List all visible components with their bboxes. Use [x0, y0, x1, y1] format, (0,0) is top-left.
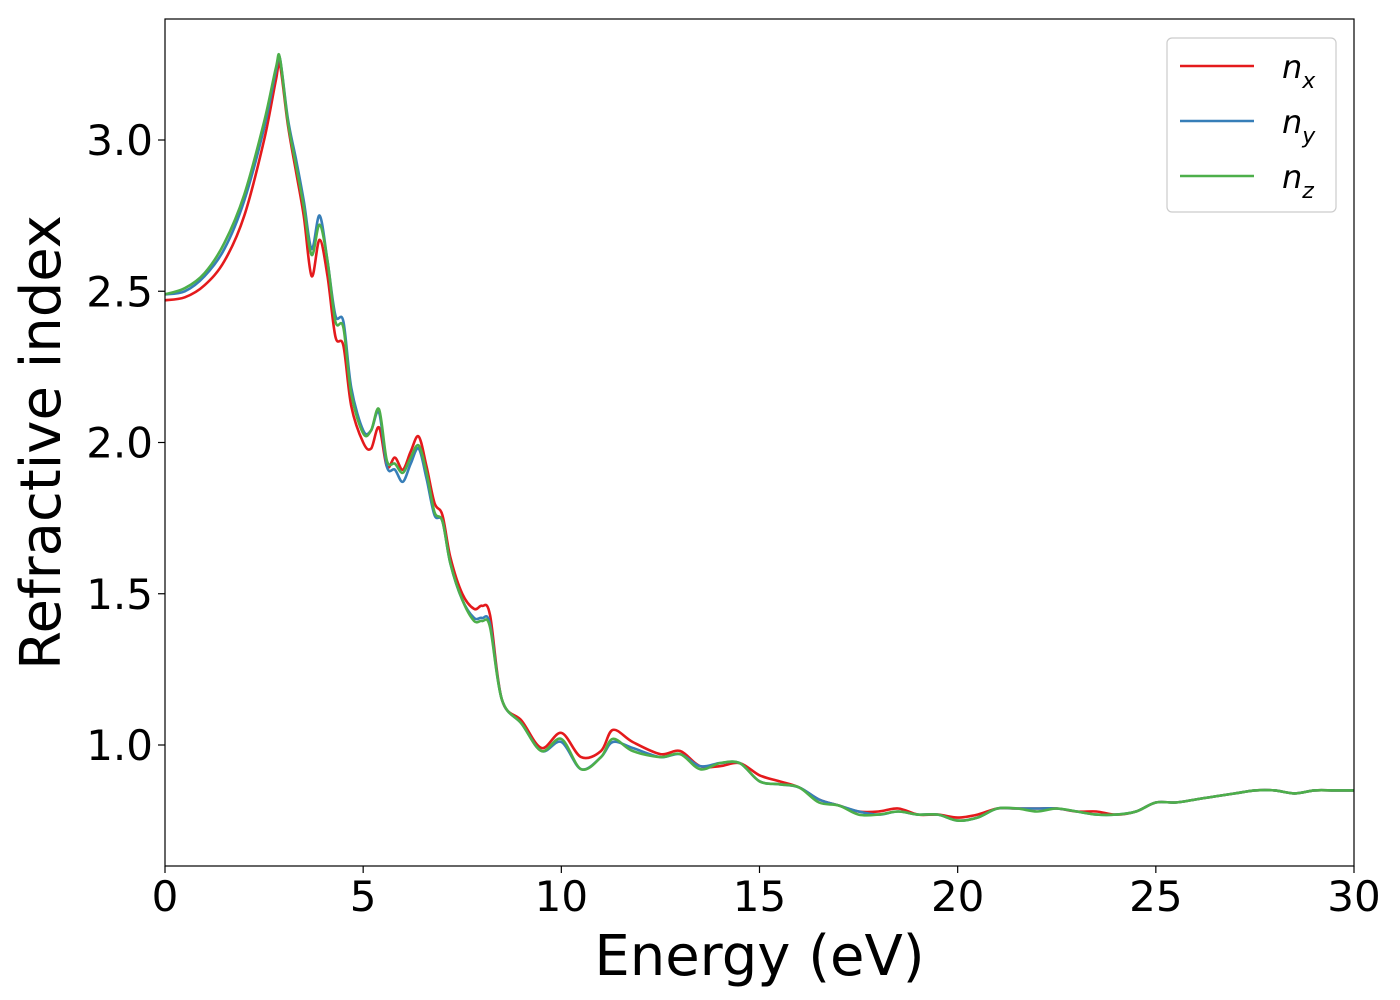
- y-tick-label: 1.5: [86, 570, 153, 619]
- x-tick-label: 0: [152, 872, 179, 921]
- x-tick-label: 20: [931, 872, 984, 921]
- x-tick-label: 5: [350, 872, 377, 921]
- legend-label-sub: z: [1301, 179, 1314, 204]
- series-line-n-x: [165, 60, 1354, 819]
- legend-label-sub: x: [1301, 69, 1316, 94]
- y-axis-ticks: 1.0 1.5 2.0 2.5 3.0: [86, 116, 165, 770]
- legend-label-main: n: [1282, 48, 1302, 86]
- plot-area: [165, 53, 1354, 822]
- x-axis-ticks: 0 5 10 15 20 25 30: [152, 866, 1381, 921]
- x-tick-label: 10: [535, 872, 588, 921]
- y-tick-label: 2.0: [86, 419, 153, 468]
- x-tick-label: 25: [1129, 872, 1182, 921]
- series-line-n-z: [165, 53, 1354, 822]
- y-tick-label: 2.5: [86, 267, 153, 316]
- legend-label-sub: y: [1301, 124, 1316, 149]
- legend-label-main: n: [1282, 103, 1302, 141]
- legend-label-n-x: nx: [1282, 48, 1316, 94]
- y-tick-label: 1.0: [86, 721, 153, 770]
- legend-box: [1166, 37, 1337, 213]
- plot-frame: [164, 18, 1355, 867]
- x-axis-title: Energy (eV): [594, 924, 924, 989]
- legend-label-main: n: [1282, 158, 1302, 196]
- y-axis-title: Refractive index: [9, 215, 74, 670]
- x-tick-label: 15: [733, 872, 786, 921]
- x-tick-label: 30: [1327, 872, 1380, 921]
- legend-label-n-z: nz: [1282, 158, 1314, 204]
- y-tick-label: 3.0: [86, 116, 153, 165]
- legend-label-n-y: ny: [1282, 103, 1316, 149]
